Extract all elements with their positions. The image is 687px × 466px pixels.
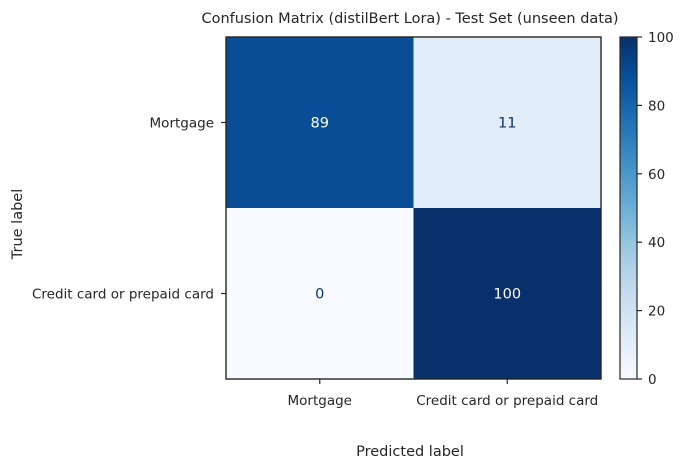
y-tick-label: Credit card or prepaid card	[32, 287, 214, 303]
y-tick-label: Mortgage	[150, 116, 214, 132]
matrix-cell-r1-c1	[413, 208, 601, 379]
colorbar-tick-label: 60	[648, 167, 665, 183]
matrix-cell-r1-c0	[226, 208, 414, 379]
cell-value-r0-c1: 11	[498, 116, 516, 132]
matrix-cells	[226, 37, 601, 379]
y-tick-labels: Mortgage Credit card or prepaid card	[32, 116, 226, 303]
y-axis-label: True label	[10, 189, 26, 260]
cell-value-r0-c0: 89	[311, 116, 329, 132]
x-axis-label: Predicted label	[356, 444, 464, 460]
x-tick-labels: Mortgage Credit card or prepaid card	[288, 379, 598, 409]
colorbar-tick-label: 80	[648, 98, 665, 114]
x-tick-label: Credit card or prepaid card	[416, 393, 598, 409]
colorbar-tick-labels: 0 20 40 60 80 100	[637, 30, 674, 388]
matrix-cell-r0-c0	[226, 37, 414, 208]
colorbar-tick-label: 0	[648, 372, 657, 388]
colorbar	[619, 36, 638, 380]
colorbar-tick-label: 100	[648, 30, 674, 46]
chart-title: Confusion Matrix (distilBert Lora) - Tes…	[201, 11, 618, 27]
x-tick-label: Mortgage	[288, 393, 352, 409]
matrix-frame	[225, 36, 602, 380]
matrix-cell-r0-c1	[413, 37, 601, 208]
cell-value-labels: 89 11 0 100	[311, 116, 522, 303]
cell-value-r1-c1: 100	[493, 287, 521, 303]
cell-value-r1-c0: 0	[315, 287, 324, 303]
colorbar-tick-label: 40	[648, 235, 665, 251]
colorbar-tick-label: 20	[648, 304, 665, 320]
